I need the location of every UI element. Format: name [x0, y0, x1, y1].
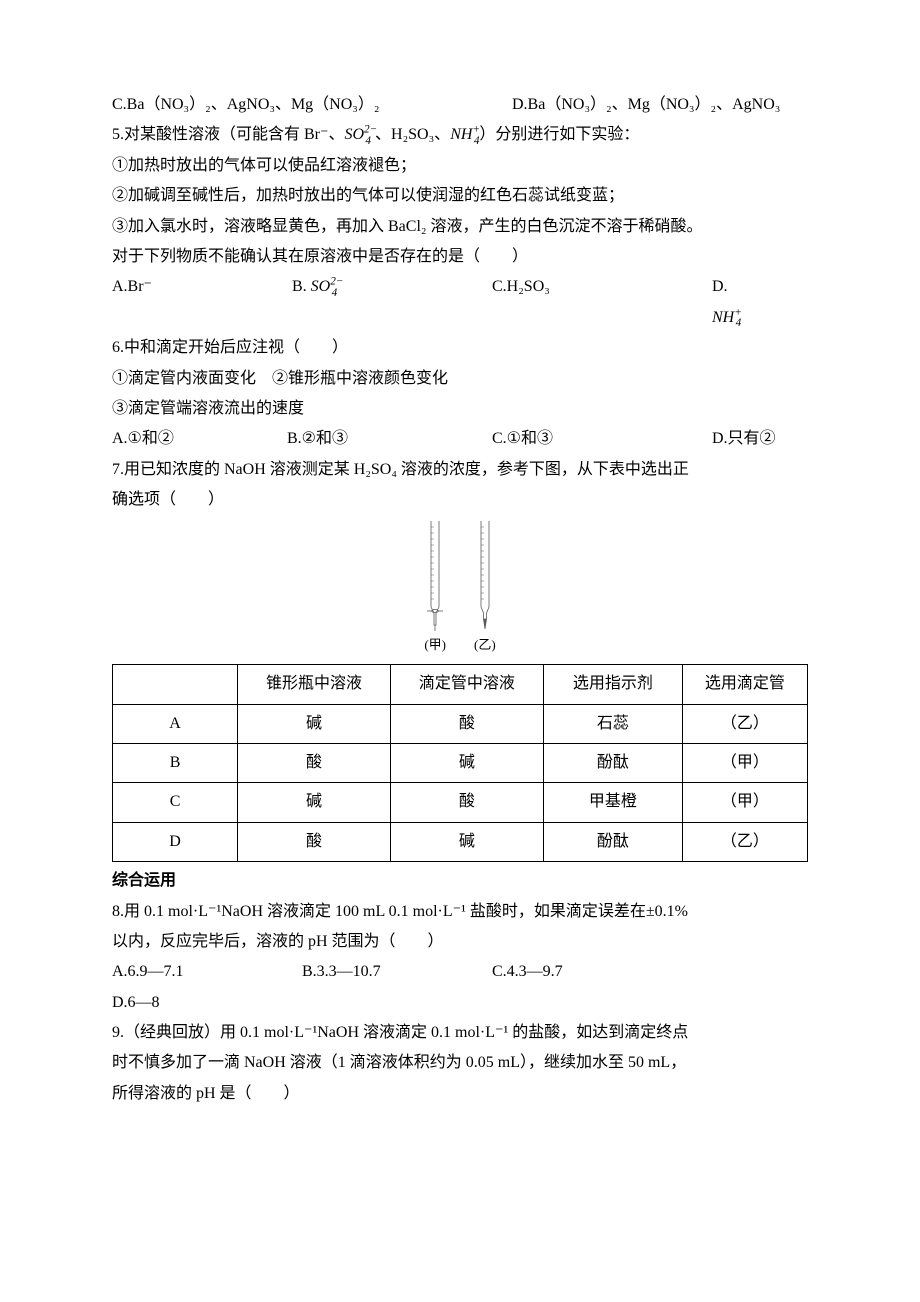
- q6-opt-c: C.①和③: [492, 424, 712, 454]
- table-cell: 酚酞: [543, 822, 682, 861]
- q6-options: A.①和② B.②和③ C.①和③ D.只有②: [112, 424, 808, 454]
- table-cell: （乙）: [682, 822, 807, 861]
- q5-opt-d: D. NH+4: [712, 272, 761, 333]
- q5-ask: 对于下列物质不能确认其在原溶液中是否存在的是（ ）: [112, 242, 808, 272]
- table-cell: 碱: [238, 783, 391, 822]
- table-header-cell: [113, 665, 238, 704]
- table-header-cell: 锥形瓶中溶液: [238, 665, 391, 704]
- q4-options-cd: C.Ba（NO₃）₂、AgNO₃、Mg（NO₃）₂ D.Ba（NO₃）₂、Mg（…: [112, 90, 808, 120]
- table-header-row: 锥形瓶中溶液滴定管中溶液选用指示剂选用滴定管: [113, 665, 808, 704]
- nh4-ion: NH+4: [450, 126, 479, 143]
- q5-l2: ②加碱调至碱性后，加热时放出的气体可以使润湿的红色石蕊试纸变蓝；: [112, 181, 808, 211]
- q5-l1: ①加热时放出的气体可以使品红溶液褪色；: [112, 151, 808, 181]
- q8-opt-c: C.4.3—9.7: [492, 957, 563, 987]
- table-row: C碱酸甲基橙（甲）: [113, 783, 808, 822]
- q8-options-abc: A.6.9—7.1 B.3.3—10.7 C.4.3—9.7: [112, 957, 808, 987]
- table-cell: （乙）: [682, 704, 807, 743]
- q4-opt-d: D.Ba（NO₃）₂、Mg（NO₃）₂、AgNO₃: [512, 90, 780, 120]
- table-cell: 碱: [238, 704, 391, 743]
- q9-l3: 所得溶液的 pH 是（ ）: [112, 1079, 808, 1109]
- q5-stem-post: ）分别进行如下实验：: [479, 126, 639, 143]
- q6-l2: ③滴定管端溶液流出的速度: [112, 394, 808, 424]
- table-cell: 酚酞: [543, 743, 682, 782]
- so4-ion: SO2−4: [344, 126, 371, 143]
- table-cell: （甲）: [682, 783, 807, 822]
- q9-l1: 9.（经典回放）用 0.1 mol·L⁻¹NaOH 溶液滴定 0.1 mol·L…: [112, 1018, 808, 1048]
- table-row: B酸碱酚酞（甲）: [113, 743, 808, 782]
- page-container: C.Ba（NO₃）₂、AgNO₃、Mg（NO₃）₂ D.Ba（NO₃）₂、Mg（…: [0, 0, 920, 1169]
- q8-opt-d: D.6—8: [112, 988, 808, 1018]
- burette-left-label: (甲): [424, 633, 446, 658]
- q5-stem: 5.对某酸性溶液（可能含有 Br⁻、SO2−4 、H₂SO₃、NH+4）分别进行…: [112, 120, 808, 150]
- table-cell: 酸: [238, 743, 391, 782]
- table-cell: C: [113, 783, 238, 822]
- table-cell: 碱: [390, 743, 543, 782]
- table-cell: D: [113, 822, 238, 861]
- burette-left-icon: [425, 521, 445, 631]
- table-cell: 酸: [390, 704, 543, 743]
- q6-opt-d: D.只有②: [712, 424, 776, 454]
- q7-stem1: 7.用已知浓度的 NaOH 溶液测定某 H₂SO₄ 溶液的浓度，参考下图，从下表…: [112, 455, 808, 485]
- burette-right-label: (乙): [474, 633, 496, 658]
- table-cell: 甲基橙: [543, 783, 682, 822]
- so4-ion-b: SO2−4: [311, 278, 338, 295]
- table-cell: 石蕊: [543, 704, 682, 743]
- q6-stem: 6.中和滴定开始后应注视（ ）: [112, 333, 808, 363]
- table-row: D酸碱酚酞（乙）: [113, 822, 808, 861]
- table-cell: B: [113, 743, 238, 782]
- q8-opt-a: A.6.9—7.1: [112, 957, 302, 987]
- q8-stem2: 以内，反应完毕后，溶液的 pH 范围为（ ）: [112, 927, 808, 957]
- q5-opt-c: C.H₂SO₃: [492, 272, 712, 333]
- q5-opt-b: B. SO2−4: [292, 272, 492, 333]
- q5-opt-a: A.Br⁻: [112, 272, 292, 333]
- q7-table-body: A碱酸石蕊（乙）B酸碱酚酞（甲）C碱酸甲基橙（甲）D酸碱酚酞（乙）: [113, 704, 808, 862]
- table-cell: A: [113, 704, 238, 743]
- q7-table-head: 锥形瓶中溶液滴定管中溶液选用指示剂选用滴定管: [113, 665, 808, 704]
- burette-right: (乙): [474, 521, 496, 658]
- q5-stem-pre: 5.对某酸性溶液（可能含有 Br⁻、: [112, 126, 344, 143]
- q5-options: A.Br⁻ B. SO2−4 C.H₂SO₃ D. NH+4: [112, 272, 808, 333]
- section-header: 综合运用: [112, 866, 808, 896]
- q6-opt-a: A.①和②: [112, 424, 287, 454]
- q5-l3: ③加入氯水时，溶液略显黄色，再加入 BaCl₂ 溶液，产生的白色沉淀不溶于稀硝酸…: [112, 212, 808, 242]
- table-cell: （甲）: [682, 743, 807, 782]
- table-cell: 酸: [238, 822, 391, 861]
- q9-l2: 时不慎多加了一滴 NaOH 溶液（1 滴溶液体积约为 0.05 mL），继续加水…: [112, 1048, 808, 1078]
- table-cell: 酸: [390, 783, 543, 822]
- burette-left: (甲): [424, 521, 446, 658]
- table-cell: 碱: [390, 822, 543, 861]
- q5-mid1: 、H₂SO₃、: [371, 126, 450, 143]
- q7-stem2: 确选项（ ）: [112, 485, 808, 515]
- q8-opt-b: B.3.3—10.7: [302, 957, 492, 987]
- table-header-cell: 滴定管中溶液: [390, 665, 543, 704]
- table-header-cell: 选用指示剂: [543, 665, 682, 704]
- q4-opt-c: C.Ba（NO₃）₂、AgNO₃、Mg（NO₃）₂: [112, 90, 512, 120]
- q6-opt-b: B.②和③: [287, 424, 492, 454]
- q8-stem1: 8.用 0.1 mol·L⁻¹NaOH 溶液滴定 100 mL 0.1 mol·…: [112, 897, 808, 927]
- table-row: A碱酸石蕊（乙）: [113, 704, 808, 743]
- table-header-cell: 选用滴定管: [682, 665, 807, 704]
- burette-right-icon: [475, 521, 495, 631]
- q6-l1: ①滴定管内液面变化 ②锥形瓶中溶液颜色变化: [112, 364, 808, 394]
- q7-table: 锥形瓶中溶液滴定管中溶液选用指示剂选用滴定管 A碱酸石蕊（乙）B酸碱酚酞（甲）C…: [112, 664, 808, 862]
- q7-figure: (甲): [112, 521, 808, 658]
- nh4-ion-d: NH+4: [712, 309, 741, 326]
